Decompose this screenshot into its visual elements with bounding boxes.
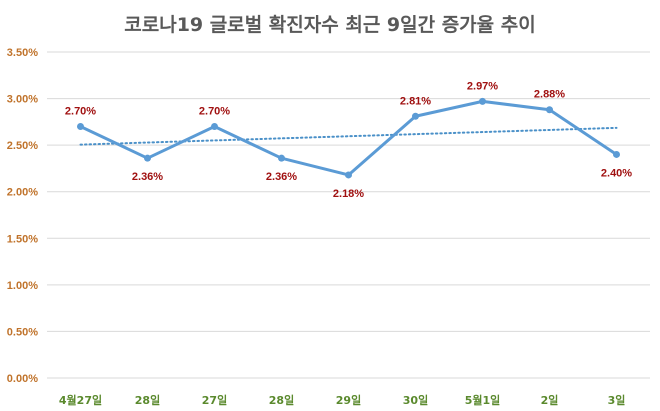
y-tick-label: 3.50%: [7, 47, 38, 59]
y-tick-label: 0.00%: [7, 373, 38, 385]
data-label: 2.36%: [132, 171, 163, 183]
data-point: [345, 171, 352, 179]
data-point: [613, 150, 620, 158]
data-point: [278, 154, 285, 162]
y-tick-label: 1.00%: [7, 280, 38, 292]
series-line: [79, 99, 618, 177]
data-point: [479, 97, 486, 105]
y-tick-label: 2.00%: [7, 187, 38, 199]
data-label: 2.97%: [467, 80, 498, 92]
data-label: 2.70%: [65, 106, 96, 118]
data-label: 2.18%: [333, 188, 364, 200]
y-tick-label: 2.50%: [7, 140, 38, 152]
y-tick-label: 0.50%: [7, 326, 38, 338]
x-tick-label: 28일: [135, 393, 160, 407]
data-label: 2.70%: [199, 106, 230, 118]
data-point: [412, 112, 419, 120]
chart-title: 코로나19 글로벌 확진자수 최근 9일간 증가율 추이: [124, 14, 536, 36]
data-label: 2.40%: [601, 167, 632, 179]
data-label: 2.81%: [400, 95, 431, 107]
x-tick-label: 4월27일: [59, 393, 102, 407]
data-point: [77, 123, 84, 131]
y-tick-label: 3.00%: [7, 94, 38, 106]
y-tick-label: 1.50%: [7, 233, 38, 245]
data-label: 2.88%: [534, 89, 565, 101]
data-point: [546, 106, 553, 114]
x-tick-label: 2일: [541, 393, 559, 407]
x-tick-label: 3일: [608, 393, 626, 407]
data-point: [211, 123, 218, 131]
x-tick-label: 28일: [269, 393, 294, 407]
trendline: [79, 126, 618, 146]
x-tick-label: 30일: [403, 393, 428, 407]
data-point: [144, 154, 151, 162]
x-tick-label: 29일: [336, 393, 361, 407]
data-label: 2.36%: [266, 171, 297, 183]
x-tick-label: 27일: [202, 393, 227, 407]
x-tick-label: 5월1일: [465, 393, 501, 407]
